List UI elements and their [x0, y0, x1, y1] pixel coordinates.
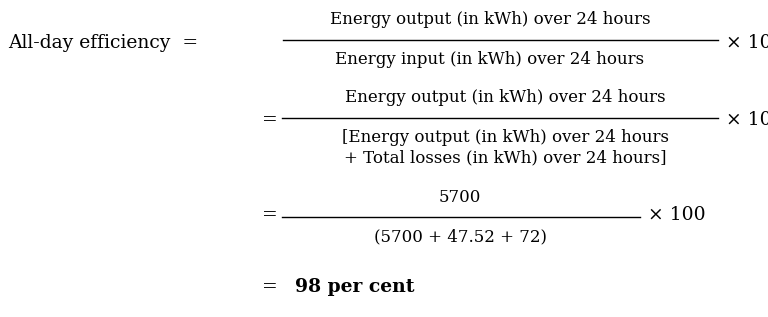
Text: × 100: × 100 [726, 34, 768, 52]
Text: × 100: × 100 [726, 111, 768, 129]
Text: Energy output (in kWh) over 24 hours: Energy output (in kWh) over 24 hours [329, 11, 650, 29]
Text: =: = [262, 111, 278, 129]
Text: 5700: 5700 [439, 190, 482, 206]
Text: =: = [262, 278, 283, 296]
Text: Energy output (in kWh) over 24 hours: Energy output (in kWh) over 24 hours [345, 89, 665, 107]
Text: All-day efficiency  =: All-day efficiency = [8, 34, 198, 52]
Text: × 100: × 100 [648, 206, 706, 224]
Text: 98 per cent: 98 per cent [295, 278, 415, 296]
Text: [Energy output (in kWh) over 24 hours: [Energy output (in kWh) over 24 hours [342, 130, 668, 146]
Text: (5700 + 47.52 + 72): (5700 + 47.52 + 72) [373, 229, 547, 245]
Text: =: = [262, 206, 278, 224]
Text: Energy input (in kWh) over 24 hours: Energy input (in kWh) over 24 hours [336, 51, 644, 68]
Text: + Total losses (in kWh) over 24 hours]: + Total losses (in kWh) over 24 hours] [344, 150, 667, 166]
